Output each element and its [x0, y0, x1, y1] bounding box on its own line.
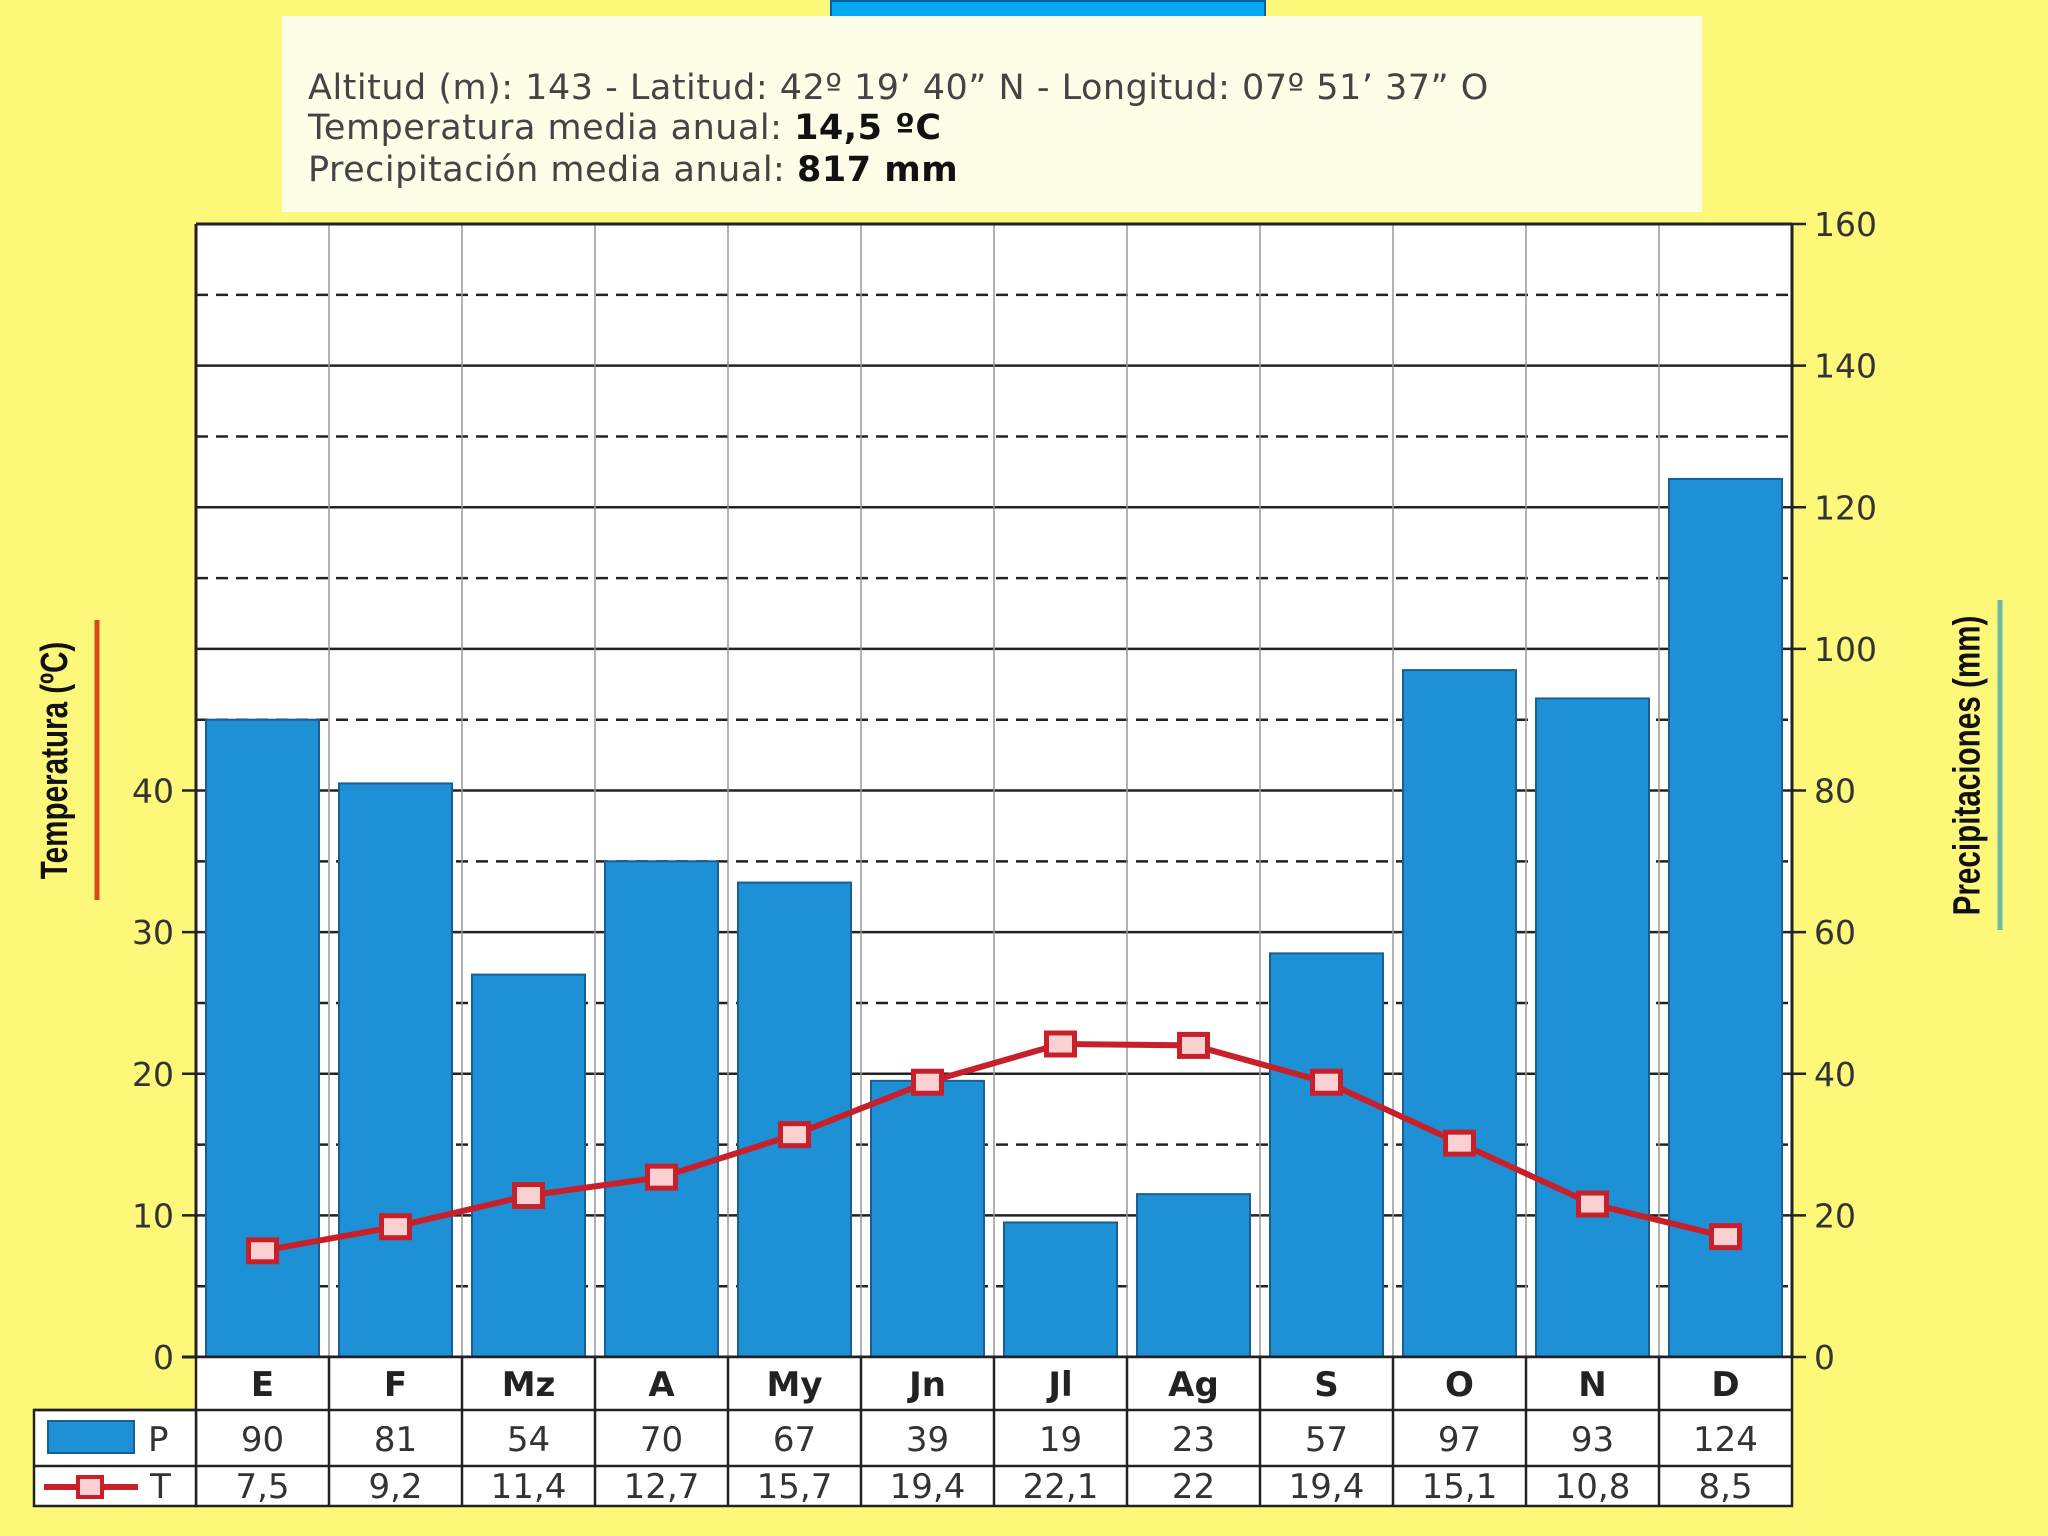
- station-info: Altitud (m): 143 - Latitud: 42º 19’ 40” …: [282, 16, 1702, 212]
- left-axis-title: Temperatura (ºC): [33, 641, 76, 879]
- temperature-point: [512, 1182, 545, 1210]
- table-cell: 19: [1039, 1420, 1082, 1460]
- temperature-point: [1044, 1030, 1077, 1058]
- month-label: S: [1314, 1365, 1339, 1405]
- right-tick-label: 0: [1814, 1338, 1835, 1377]
- month-label: D: [1711, 1365, 1739, 1405]
- month-label: Ag: [1168, 1365, 1219, 1405]
- table-cell: 54: [507, 1420, 550, 1460]
- table-cell: 39: [906, 1420, 949, 1460]
- annual-precipitation-label: Precipitación media anual:: [308, 150, 786, 190]
- temperature-point: [911, 1068, 944, 1096]
- month-label: Jl: [1046, 1365, 1072, 1405]
- temperature-point: [379, 1213, 412, 1241]
- month-label: My: [767, 1365, 823, 1405]
- temperature-point: [246, 1237, 279, 1265]
- table-cell: 97: [1438, 1420, 1481, 1460]
- precipitation-bar: [471, 973, 586, 1358]
- table-cell: 23: [1172, 1420, 1215, 1460]
- table-cell: 7,5: [235, 1467, 289, 1507]
- left-tick-label: 10: [132, 1196, 174, 1235]
- table-cell: 15,7: [757, 1467, 833, 1507]
- table-cell: 15,1: [1422, 1467, 1498, 1507]
- precipitation-bar: [1668, 477, 1783, 1358]
- temperature-point: [1310, 1068, 1343, 1096]
- right-tick-label: 120: [1814, 488, 1877, 527]
- table-cell: 70: [640, 1420, 683, 1460]
- precipitation-bar: [1003, 1221, 1118, 1359]
- right-tick-label: 20: [1814, 1196, 1856, 1235]
- temperature-point: [1709, 1223, 1742, 1251]
- annual-precipitation-value: 817 mm: [796, 150, 959, 190]
- right-tick-label: 160: [1814, 205, 1877, 244]
- precipitation-legend-label: P: [148, 1420, 169, 1460]
- table-cell: 124: [1693, 1420, 1758, 1460]
- temperature-legend-marker: [76, 1475, 104, 1499]
- month-label: A: [648, 1365, 675, 1405]
- month-label: Mz: [502, 1365, 556, 1405]
- right-tick-label: 40: [1814, 1055, 1856, 1094]
- precipitation-bar: [1535, 697, 1650, 1358]
- table-cell: 22,1: [1023, 1467, 1099, 1507]
- precipitation-bar: [1402, 669, 1517, 1358]
- month-label: E: [251, 1365, 274, 1405]
- month-label: F: [384, 1365, 407, 1405]
- table-cell: 12,7: [624, 1467, 700, 1507]
- left-tick-label: 20: [132, 1055, 174, 1094]
- annual-temperature-label: Temperatura media anual:: [308, 108, 783, 148]
- left-tick-label: 40: [132, 772, 174, 811]
- month-label: O: [1445, 1365, 1474, 1405]
- table-cell: 11,4: [491, 1467, 567, 1507]
- month-label: Jn: [907, 1365, 946, 1405]
- table-cell: 10,8: [1555, 1467, 1631, 1507]
- annual-precipitation: Precipitación media anual: 817 mm: [308, 150, 958, 190]
- left-tick-label: 0: [153, 1338, 174, 1377]
- precipitation-bar: [604, 860, 719, 1358]
- right-tick-label: 100: [1814, 630, 1877, 669]
- right-tick-label: 80: [1814, 772, 1856, 811]
- temperature-point: [645, 1163, 678, 1191]
- table-cell: 90: [241, 1420, 284, 1460]
- table-cell: 81: [374, 1420, 417, 1460]
- temperature-point: [1443, 1129, 1476, 1157]
- precipitation-bar: [338, 782, 453, 1358]
- annual-temperature-value: 14,5 ºC: [794, 108, 942, 148]
- table-cell: 9,2: [368, 1467, 422, 1507]
- left-tick-label: 30: [132, 913, 174, 952]
- table-cell: 8,5: [1698, 1467, 1752, 1507]
- table-cell: 22: [1172, 1467, 1215, 1507]
- table-cell: 19,4: [1289, 1467, 1365, 1507]
- location-text: Altitud (m): 143 - Latitud: 42º 19’ 40” …: [308, 68, 1489, 108]
- right-axis-title: Precipitaciones (mm): [1946, 615, 1989, 915]
- precipitation-bar: [870, 1079, 985, 1359]
- right-tick-label: 60: [1814, 913, 1856, 952]
- temperature-point: [1576, 1190, 1609, 1218]
- precipitation-legend-swatch: [47, 1420, 135, 1454]
- temperature-line: [261, 1041, 1727, 1254]
- table-cell: 19,4: [890, 1467, 966, 1507]
- table-cell: 67: [773, 1420, 816, 1460]
- temperature-legend-label: T: [149, 1467, 171, 1507]
- precipitation-bar: [1269, 952, 1384, 1359]
- precipitation-bar: [1136, 1193, 1251, 1358]
- temperature-point: [1177, 1031, 1210, 1059]
- table-cell: 57: [1305, 1420, 1348, 1460]
- table-cell: 93: [1571, 1420, 1614, 1460]
- temperature-point: [778, 1121, 811, 1149]
- annual-temperature: Temperatura media anual: 14,5 ºC: [308, 108, 942, 148]
- month-label: N: [1578, 1365, 1606, 1405]
- right-tick-label: 140: [1814, 347, 1877, 386]
